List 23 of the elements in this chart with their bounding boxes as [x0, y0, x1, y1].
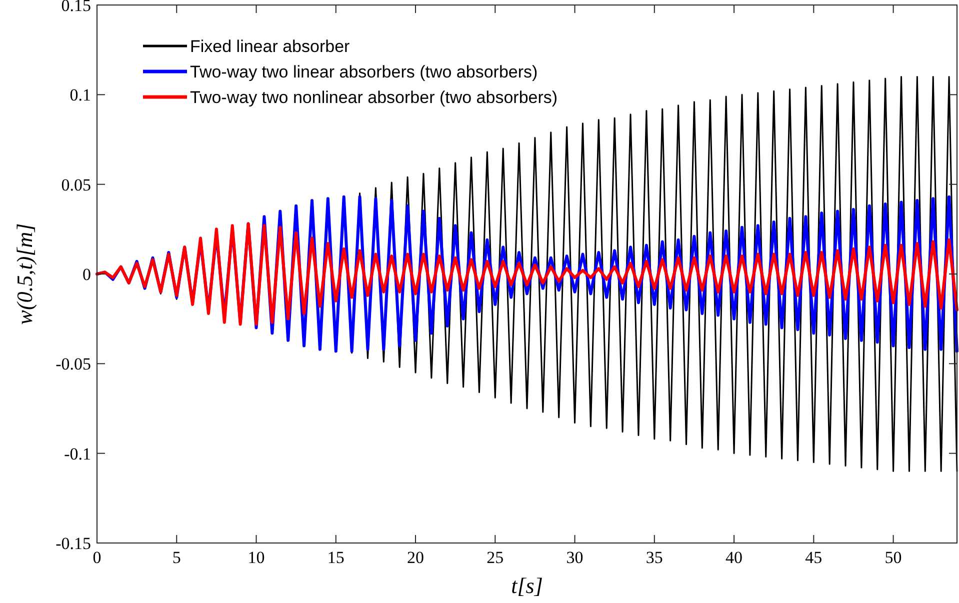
x-tick-label: 35	[646, 548, 663, 567]
legend-label: Two-way two nonlinear absorber (two absorbers)	[190, 88, 558, 107]
x-tick-label: 10	[248, 548, 265, 567]
y-tick-label: -0.1	[64, 444, 91, 464]
x-tick-label: 45	[805, 548, 822, 567]
x-tick-label: 15	[327, 548, 344, 567]
x-tick-label: 30	[566, 548, 584, 567]
x-axis-title: t[s]	[511, 573, 543, 598]
y-tick-label: 0.1	[70, 86, 91, 105]
y-axis-title: w(0.5,t)[m]	[12, 223, 37, 325]
y-tick-label: -0.15	[56, 534, 91, 553]
y-tick-label: 0.05	[61, 175, 91, 194]
legend-label: Two-way two linear absorbers (two absorbers)	[190, 62, 538, 82]
x-tick-label: 40	[726, 548, 743, 567]
x-tick-label: 20	[407, 548, 424, 567]
x-tick-label: 25	[486, 548, 504, 567]
legend-label: Fixed linear absorber	[190, 37, 350, 56]
line-series	[96, 222, 958, 326]
x-tick-label: 50	[884, 548, 902, 567]
x-tick-label: 5	[172, 548, 181, 567]
y-tick-label: -0.05	[56, 354, 91, 374]
y-tick-label: 0	[82, 265, 91, 284]
y-tick-label: 0.15	[61, 0, 91, 15]
